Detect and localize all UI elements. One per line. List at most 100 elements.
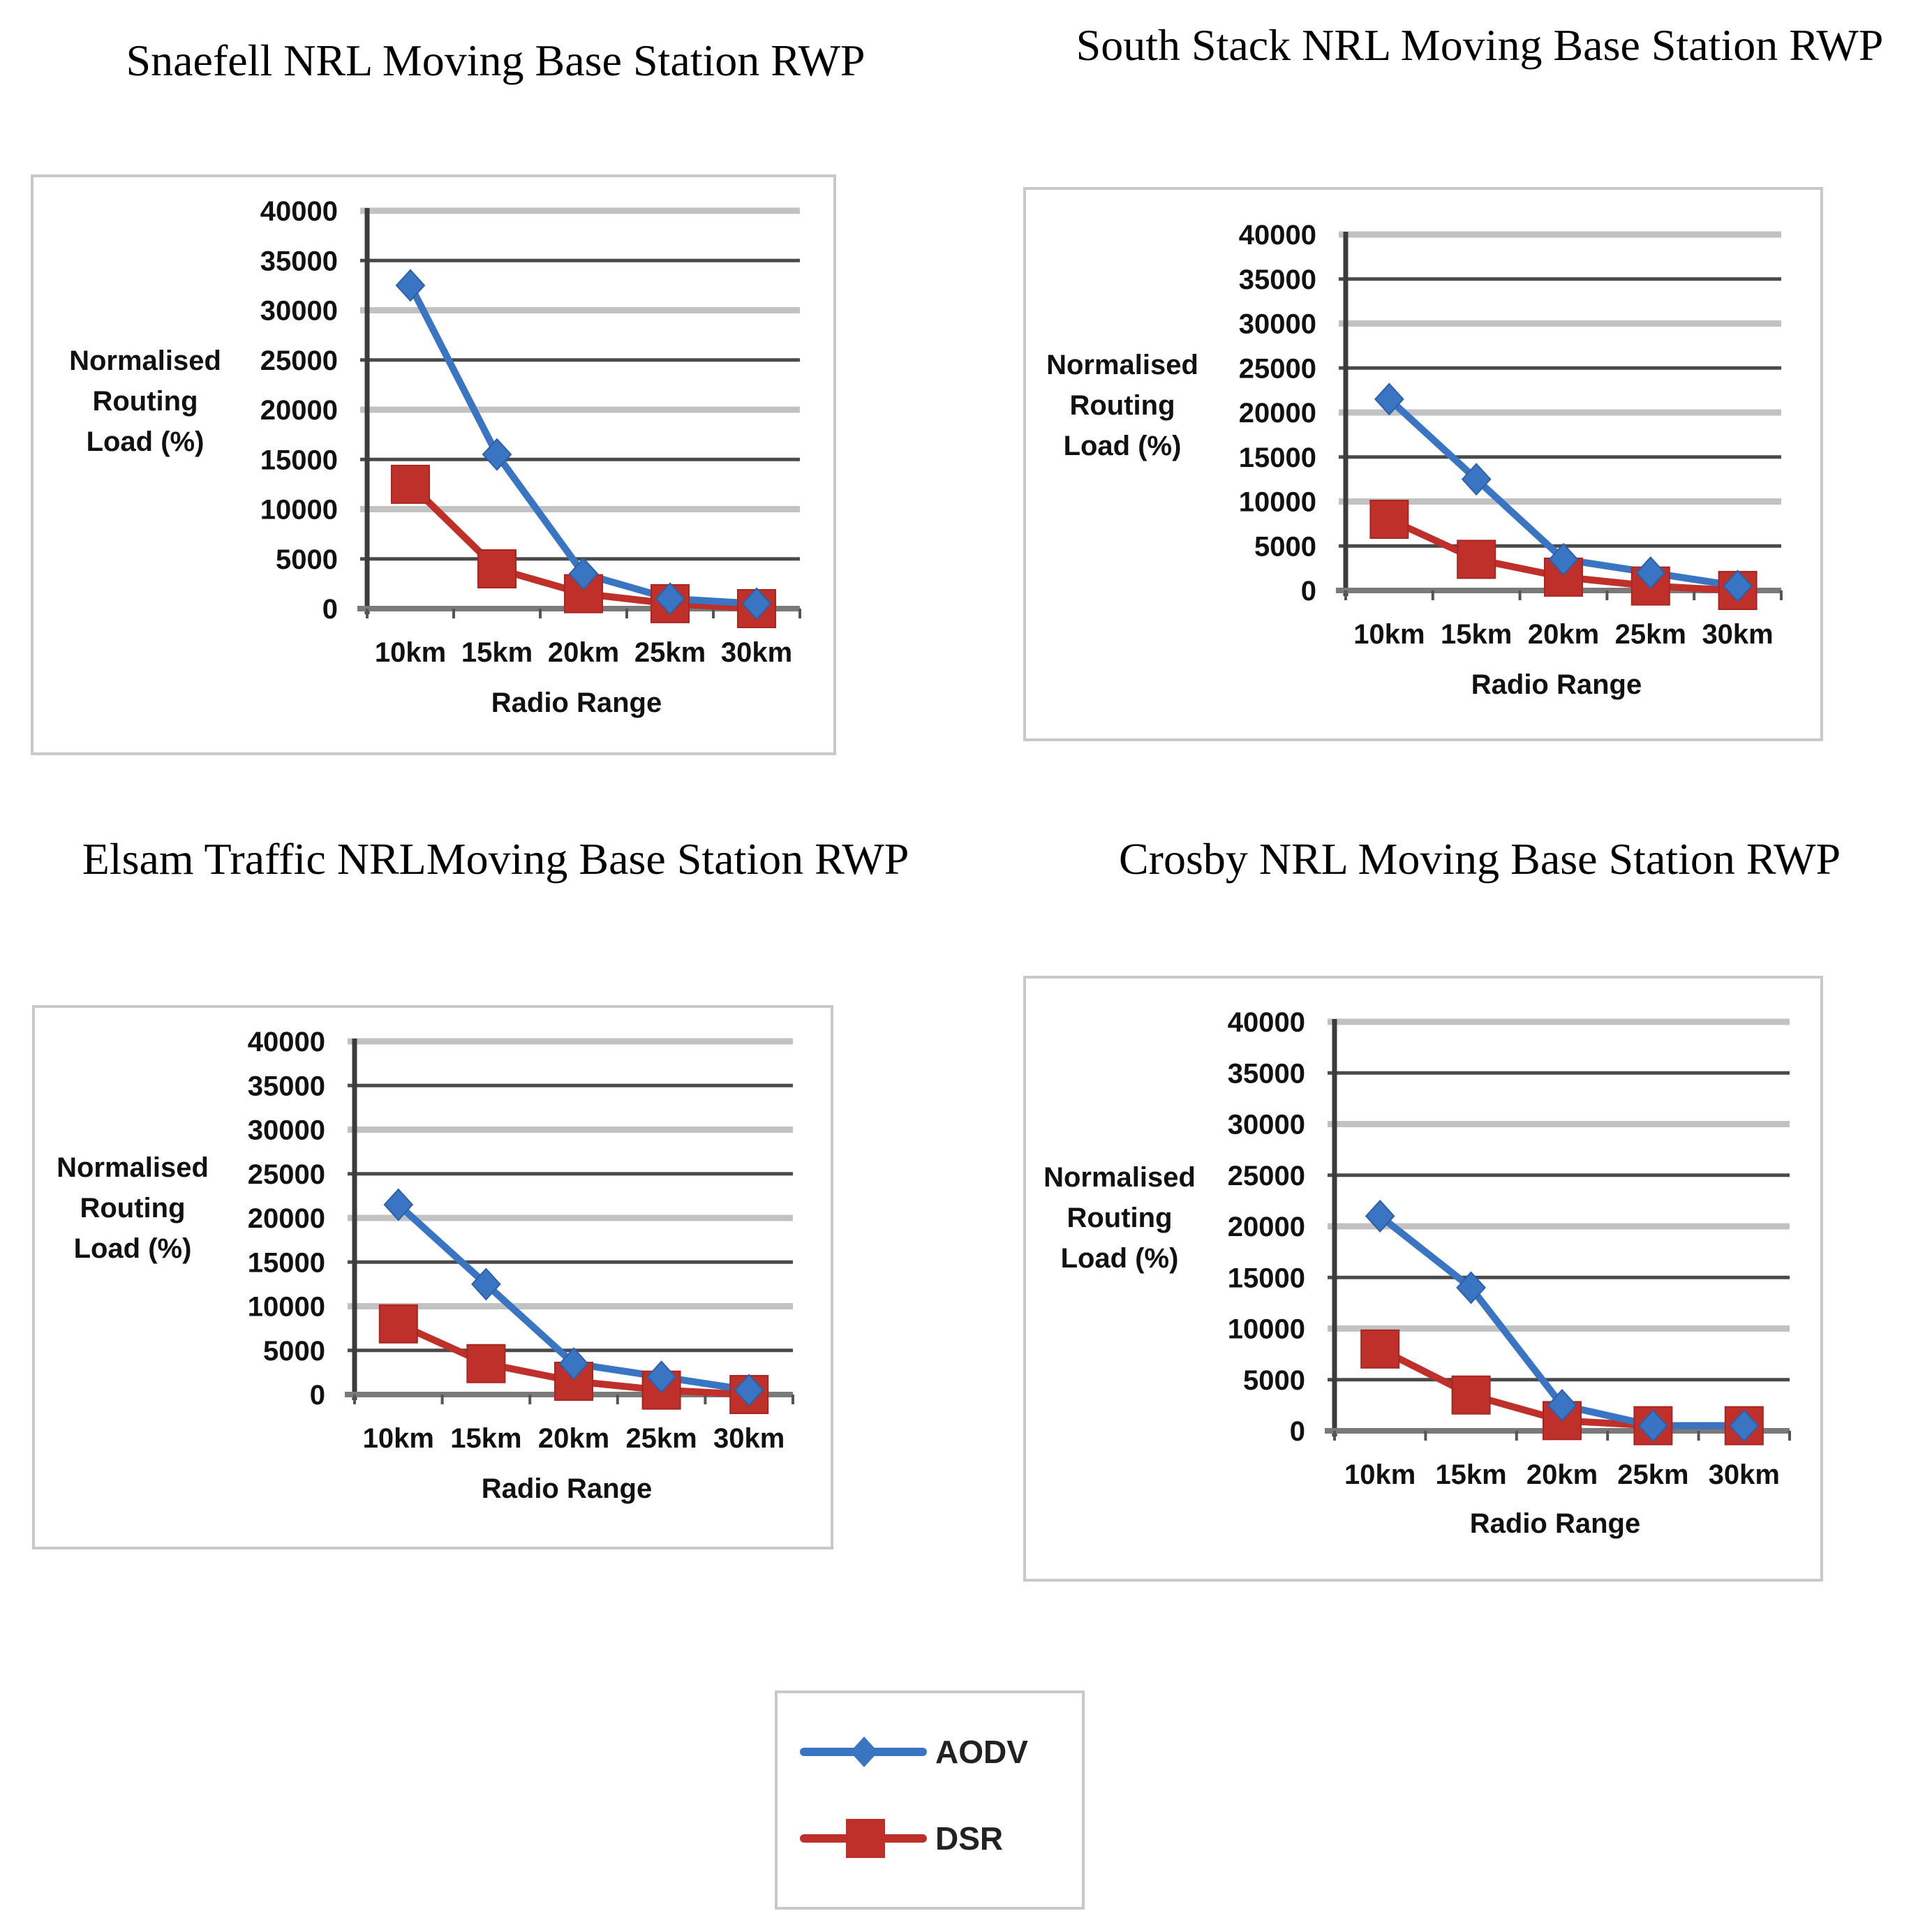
x-tick-label: 15km xyxy=(1435,1459,1506,1490)
data-point-dsr xyxy=(477,549,517,588)
x-tick-label: 25km xyxy=(634,637,706,668)
data-point-aodv xyxy=(741,587,772,620)
y-tick-label: 40000 xyxy=(1239,220,1316,251)
data-point-aodv xyxy=(383,1188,414,1221)
y-tick-label: 10000 xyxy=(1228,1314,1305,1345)
x-tick-label: 30km xyxy=(721,637,792,668)
y-tick-label: 0 xyxy=(1290,1416,1305,1447)
y-axis-title-line: Load (%) xyxy=(74,1233,192,1264)
x-tick-label: 15km xyxy=(461,637,533,668)
y-axis-title-line: Load (%) xyxy=(87,426,205,457)
chart-3: Elsam Traffic NRLMoving Base Station RWP… xyxy=(32,834,909,1549)
legend-marker-square xyxy=(846,1819,885,1858)
y-tick-label: 20000 xyxy=(1228,1212,1305,1242)
data-point-aodv xyxy=(646,1360,676,1394)
x-tick-label: 20km xyxy=(548,637,619,668)
x-tick-label: 15km xyxy=(1441,619,1512,650)
y-axis-title: Normalised Routing Load (%) xyxy=(57,1152,209,1264)
y-tick-label: 25000 xyxy=(248,1159,325,1190)
data-point-aodv xyxy=(558,1347,589,1381)
data-point-aodv xyxy=(655,582,685,616)
y-tick-label: 35000 xyxy=(1228,1058,1305,1089)
y-tick-label: 25000 xyxy=(1239,353,1316,384)
x-axis-title: Radio Range xyxy=(1471,669,1642,700)
y-axis-title-line: Routing xyxy=(1067,1203,1172,1233)
y-tick-label: 30000 xyxy=(1228,1110,1305,1140)
x-tick-label: 20km xyxy=(538,1423,609,1454)
x-tick-label: 30km xyxy=(713,1423,785,1454)
y-tick-label: 10000 xyxy=(1239,487,1316,518)
y-axis-title-line: Normalised xyxy=(57,1152,209,1183)
x-tick-label: 25km xyxy=(625,1423,697,1454)
y-tick-label: 0 xyxy=(1301,576,1316,607)
data-point-dsr xyxy=(378,1304,418,1344)
y-axis-title-line: Load (%) xyxy=(1064,431,1182,461)
y-tick-label: 0 xyxy=(322,594,338,625)
data-point-aodv xyxy=(1635,556,1666,589)
y-tick-label: 40000 xyxy=(260,196,338,227)
legend-item-aodv: AODV xyxy=(800,1734,1028,1770)
x-axis-title: Radio Range xyxy=(1470,1508,1640,1539)
chart-1: Snaefell NRL Moving Base Station RWP 0 500… xyxy=(31,36,865,755)
data-point-aodv xyxy=(734,1374,764,1407)
data-point-dsr xyxy=(391,464,430,504)
y-tick-label: 40000 xyxy=(248,1027,325,1057)
x-tick-label: 10km xyxy=(375,637,446,668)
x-tick-label: 20km xyxy=(1528,619,1599,650)
y-axis-title: Normalised Routing Load (%) xyxy=(1046,350,1198,461)
data-point-dsr xyxy=(466,1344,506,1383)
x-tick-label: 30km xyxy=(1709,1459,1780,1490)
y-tick-label: 10000 xyxy=(248,1292,325,1323)
y-tick-label: 30000 xyxy=(248,1115,325,1146)
legend: AODV DSR xyxy=(775,1690,1085,1910)
y-axis-title-line: Normalised xyxy=(1043,1162,1196,1193)
x-axis-title: Radio Range xyxy=(491,687,662,718)
data-point-aodv xyxy=(1456,1271,1486,1304)
chart-title: Elsam Traffic NRLMoving Base Station RWP xyxy=(82,834,909,884)
x-tick-label: 25km xyxy=(1615,619,1686,650)
y-tick-label: 15000 xyxy=(248,1247,325,1278)
x-tick-label: 30km xyxy=(1702,619,1773,650)
data-point-aodv xyxy=(471,1267,501,1301)
data-point-dsr xyxy=(1451,1375,1491,1415)
y-tick-label: 35000 xyxy=(248,1071,325,1101)
y-tick-label: 20000 xyxy=(1239,398,1316,429)
data-point-aodv xyxy=(568,557,599,590)
chart-2: South Stack NRL Moving Base Station RWP 0… xyxy=(1023,20,1884,741)
legend-item-dsr: DSR xyxy=(800,1819,1003,1858)
data-point-aodv xyxy=(1638,1409,1668,1443)
data-point-aodv xyxy=(395,269,426,302)
chart-frame xyxy=(31,174,836,755)
y-tick-label: 20000 xyxy=(260,395,338,426)
y-tick-label: 20000 xyxy=(248,1203,325,1234)
y-tick-label: 5000 xyxy=(1243,1365,1305,1396)
data-point-aodv xyxy=(1374,382,1404,416)
legend-label: AODV xyxy=(935,1734,1028,1770)
legend-marker-diamond xyxy=(850,1737,878,1767)
data-point-aodv xyxy=(1461,463,1492,496)
y-tick-label: 15000 xyxy=(1239,443,1316,473)
y-axis-title-line: Normalised xyxy=(1046,350,1198,380)
legend-frame xyxy=(775,1690,1085,1910)
y-tick-label: 5000 xyxy=(263,1336,325,1367)
y-axis-title: Normalised Routing Load (%) xyxy=(1043,1162,1196,1274)
y-tick-label: 35000 xyxy=(1239,265,1316,295)
y-tick-label: 10000 xyxy=(260,495,338,526)
y-tick-label: 5000 xyxy=(276,544,338,575)
y-axis-title: Normalised Routing Load (%) xyxy=(69,345,221,457)
chart-4: Crosby NRL Moving Base Station RWP 0 5000 1… xyxy=(1023,834,1841,1582)
y-axis-title-line: Routing xyxy=(1069,390,1175,421)
y-tick-label: 15000 xyxy=(260,445,338,475)
y-axis-title-line: Load (%) xyxy=(1061,1243,1179,1274)
data-point-dsr xyxy=(1369,500,1409,539)
y-tick-label: 15000 xyxy=(1228,1263,1305,1293)
x-tick-label: 25km xyxy=(1617,1459,1688,1490)
data-point-aodv xyxy=(1548,542,1579,576)
y-axis-title-line: Routing xyxy=(80,1193,185,1224)
data-point-aodv xyxy=(1547,1388,1577,1422)
y-tick-label: 35000 xyxy=(260,246,338,276)
chart-title: South Stack NRL Moving Base Station RWP xyxy=(1076,20,1884,70)
x-tick-label: 10km xyxy=(363,1423,434,1454)
x-tick-label: 15km xyxy=(450,1423,521,1454)
